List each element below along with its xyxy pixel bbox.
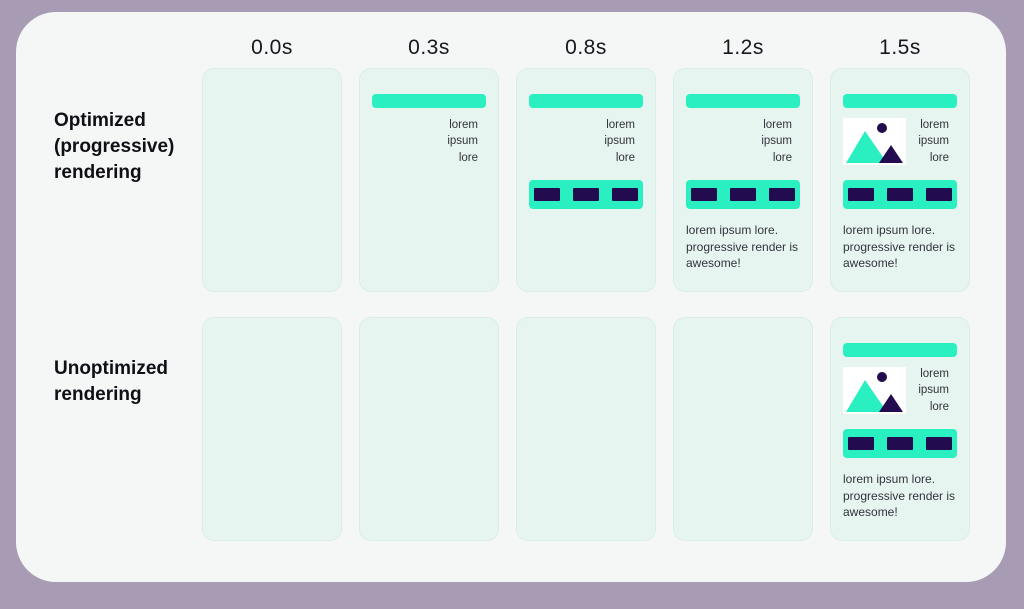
wireframe-cell: lorem ipsum lore lorem ipsum lore. progr… — [673, 68, 813, 292]
image-placeholder — [843, 118, 906, 165]
nav-button — [691, 188, 717, 201]
nav-button — [769, 188, 795, 201]
nav-button — [848, 437, 874, 450]
page-nav-bar — [843, 429, 957, 458]
wireframe-cell: lorem ipsum lore lorem ipsum lore. progr… — [830, 317, 970, 541]
row-label-optimized: Optimized (progressive) rendering — [54, 110, 175, 183]
page-header-bar — [686, 94, 800, 108]
mountain-sun-icon — [846, 123, 903, 163]
optimized-row: lorem ipsum lore lorem ipsum lore. progr… — [202, 68, 970, 292]
page-body-text: lorem ipsum lore — [918, 118, 949, 164]
nav-button — [612, 188, 638, 201]
wireframe-cell: lorem ipsum lore lorem ipsum lore. progr… — [830, 68, 970, 292]
page-media-row: lorem ipsum lore — [843, 118, 957, 165]
time-label-03s: 0.3s — [408, 36, 450, 59]
page-nav-bar — [686, 180, 800, 209]
page-paragraph: lorem ipsum lore. progressive render is … — [843, 472, 956, 519]
page-media-row: lorem ipsum lore — [372, 118, 486, 165]
nav-button — [534, 188, 560, 201]
page-body-text: lorem ipsum lore — [604, 118, 635, 164]
wireframe-cell: lorem ipsum lore lorem ipsum lore. progr… — [516, 317, 656, 541]
mountain-sun-icon — [846, 372, 903, 412]
page-media-row: lorem ipsum lore — [686, 118, 800, 165]
wireframe-cell: lorem ipsum lore lorem ipsum lore. progr… — [202, 317, 342, 541]
page-paragraph: lorem ipsum lore. progressive render is … — [843, 223, 956, 270]
wireframe-cell: lorem ipsum lore lorem ipsum lore. progr… — [673, 317, 813, 541]
page-media-row: lorem ipsum lore — [529, 118, 643, 165]
nav-button — [926, 437, 952, 450]
page-header-bar — [529, 94, 643, 108]
wireframe-cell: lorem ipsum lore lorem ipsum lore. progr… — [516, 68, 656, 292]
wireframe-cell: lorem ipsum lore lorem ipsum lore. progr… — [359, 68, 499, 292]
image-placeholder — [843, 367, 906, 414]
nav-button — [848, 188, 874, 201]
diagram-card: 0.0s 0.3s 0.8s 1.2s 1.5s Optimized (prog… — [16, 12, 1006, 582]
time-label-12s: 1.2s — [722, 36, 764, 59]
nav-button — [887, 437, 913, 450]
time-label-0s: 0.0s — [251, 36, 293, 59]
nav-button — [730, 188, 756, 201]
page-media-row: lorem ipsum lore — [843, 367, 957, 414]
wireframe-cell: lorem ipsum lore lorem ipsum lore. progr… — [359, 317, 499, 541]
page-header-bar — [843, 343, 957, 357]
nav-button — [926, 188, 952, 201]
nav-button — [887, 188, 913, 201]
wireframe-cell: lorem ipsum lore lorem ipsum lore. progr… — [202, 68, 342, 292]
row-label-unoptimized: Unoptimized rendering — [54, 358, 168, 405]
page-paragraph: lorem ipsum lore. progressive render is … — [686, 223, 799, 270]
page-body-text: lorem ipsum lore — [761, 118, 792, 164]
page-nav-bar — [843, 180, 957, 209]
page-body-text: lorem ipsum lore — [918, 367, 949, 413]
page-nav-bar — [529, 180, 643, 209]
timeline-header: 0.0s 0.3s 0.8s 1.2s 1.5s — [202, 36, 970, 66]
time-label-08s: 0.8s — [565, 36, 607, 59]
page-body-text: lorem ipsum lore — [447, 118, 478, 164]
page-header-bar — [372, 94, 486, 108]
nav-button — [573, 188, 599, 201]
unoptimized-row: lorem ipsum lore lorem ipsum lore. progr… — [202, 317, 970, 541]
page-header-bar — [843, 94, 957, 108]
time-label-15s: 1.5s — [879, 36, 921, 59]
